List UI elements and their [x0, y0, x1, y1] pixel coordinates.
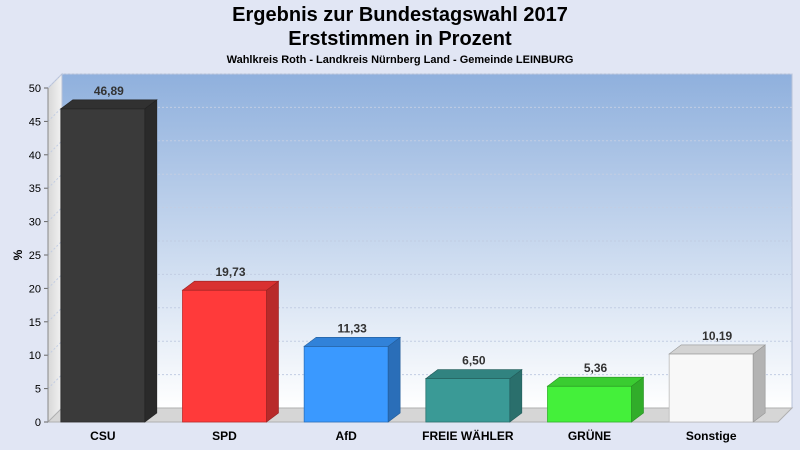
gridline-side: [47, 140, 63, 156]
bar-top: [181, 280, 280, 291]
gridline-side: [47, 374, 63, 389]
x-tick-label: CSU: [90, 429, 115, 443]
y-tick-label: 15: [29, 317, 41, 329]
y-axis-label: %: [11, 249, 25, 260]
bar-top: [546, 376, 645, 387]
bar-side: [387, 336, 401, 423]
x-tick-label: AfD: [336, 429, 358, 443]
y-tick-label: 25: [29, 250, 41, 262]
y-tick-label: 30: [29, 217, 41, 229]
bar-value-label: 46,89: [94, 84, 124, 98]
bar-front: [547, 385, 632, 423]
gridline-side: [47, 107, 63, 122]
bar: [424, 368, 523, 423]
y-tick-label: 5: [35, 384, 41, 396]
y-tick-label: 20: [29, 283, 41, 295]
bar-value-label: 5,36: [584, 361, 608, 375]
y-tick-label: 35: [29, 183, 41, 195]
bar-front: [303, 345, 389, 423]
y-tick-label: 40: [29, 150, 41, 162]
gridline-side: [47, 307, 63, 323]
y-tick-label: 10: [29, 350, 41, 362]
bar-front: [182, 289, 267, 423]
bar: [668, 344, 767, 423]
bar-value-label: 11,33: [337, 321, 367, 335]
bar: [546, 376, 645, 423]
bar-front: [60, 108, 146, 423]
bar-side: [752, 344, 766, 423]
bar-side: [266, 280, 279, 423]
x-tick-label: FREIE WÄHLER: [422, 428, 514, 443]
bar-value-label: 19,73: [215, 265, 245, 279]
gridline-side: [47, 207, 63, 222]
gridline-side: [47, 340, 63, 356]
bar-top: [59, 99, 158, 110]
bar: [303, 336, 402, 423]
x-tick-label: Sonstige: [686, 429, 737, 443]
x-tick-label: SPD: [212, 429, 237, 443]
bar-value-label: 10,19: [702, 329, 732, 343]
chart-title: Ergebnis zur Bundestagswahl 2017: [232, 4, 568, 26]
y-tick-label: 45: [29, 116, 41, 128]
bar-side: [144, 99, 158, 423]
chart-subtitle: Erststimmen in Prozent: [288, 28, 512, 50]
chart-caption: Wahlkreis Roth - Landkreis Nürnberg Land…: [226, 54, 574, 66]
x-tick-label: GRÜNE: [568, 428, 611, 443]
gridline-side: [47, 240, 63, 256]
gridline-side: [47, 274, 63, 289]
y-tick-label: 50: [29, 83, 41, 95]
gridline-side: [47, 73, 63, 89]
bar-top: [668, 344, 767, 355]
gridline-side: [47, 173, 63, 189]
bar-front: [425, 378, 511, 423]
bar-top: [303, 337, 402, 347]
y-tick-label: 0: [35, 417, 41, 429]
bar-value-label: 6,50: [462, 354, 486, 368]
bar-top: [424, 369, 523, 379]
bar-front: [668, 353, 754, 423]
bar: [59, 99, 158, 423]
bar: [181, 280, 280, 423]
